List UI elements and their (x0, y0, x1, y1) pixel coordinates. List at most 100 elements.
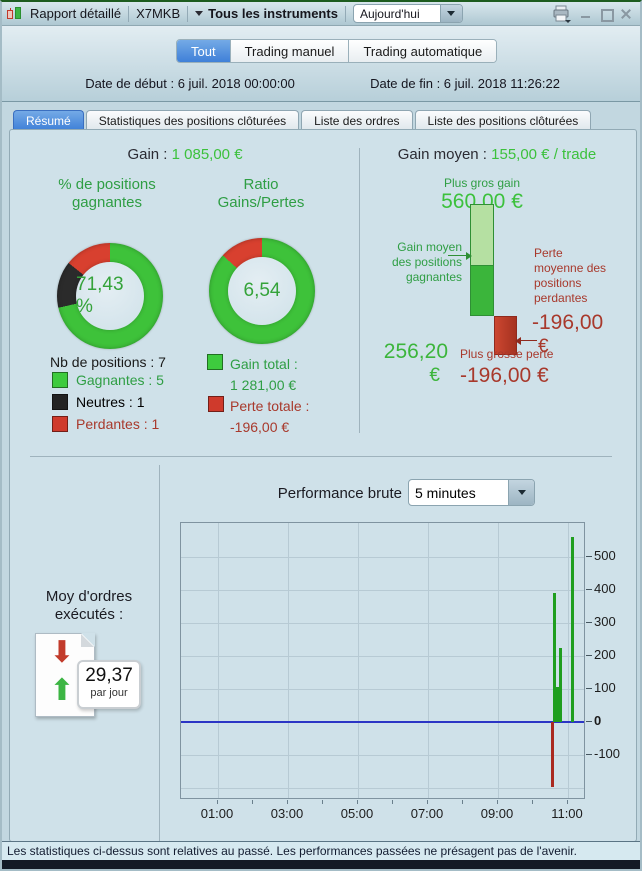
dropdown-arrow-button[interactable] (508, 480, 534, 505)
orders-card: ⬇ ⬆ (35, 633, 95, 717)
disclaimer-bar: Les statistiques ci-dessus sont relative… (2, 841, 640, 860)
gain-value: 1 085,00 € (171, 146, 243, 163)
horizontal-divider (30, 456, 612, 457)
biggest-loss-arrowhead-icon (515, 337, 521, 345)
ratio-title: Ratio Gains/Pertes (217, 176, 305, 211)
avg-win-arrowhead-icon (466, 252, 472, 260)
main-area: Résumé Statistiques des positions clôtur… (2, 102, 640, 845)
avg-win-arrow-icon (448, 255, 468, 256)
ratio-value: 6,54 (228, 257, 296, 325)
biggest-gain-value: 560,00 € (441, 190, 523, 213)
average-gain-line: Gain moyen : 155,00 € / trade (364, 146, 630, 163)
loss-bar (494, 316, 517, 356)
orders-average-value: 29,37 (85, 665, 133, 686)
legend-label: Neutres : 1 (76, 394, 145, 410)
orders-average-badge: 29,37 par jour (77, 660, 141, 709)
biggest-loss-label: Plus grosse perte (460, 347, 554, 361)
summary-panel: Gain : 1 085,00 € % de positions gagnant… (9, 129, 637, 842)
page-fold-icon (81, 633, 95, 647)
interval-dropdown-value: 5 minutes (415, 484, 476, 501)
report-header: Tout Trading manuel Trading automatique … (2, 26, 640, 102)
caret-down-icon (517, 490, 526, 495)
performance-bar-chart (180, 522, 585, 799)
candlestick-logo-icon (6, 5, 23, 23)
average-gain-value: 155,00 € / trade (491, 146, 597, 163)
winning-positions-donut-chart: 71,43 % (57, 243, 163, 349)
minimize-button[interactable] (580, 8, 592, 20)
loss-total-value: -196,00 € (230, 419, 290, 435)
dropdown-arrow-button[interactable] (439, 5, 462, 22)
vertical-divider (159, 465, 160, 841)
bottom-status-bar (2, 860, 640, 869)
period-dropdown-value: Aujourd'hui (359, 6, 420, 21)
instruments-selector[interactable]: Tous les instruments (195, 6, 338, 21)
caret-down-icon (447, 11, 456, 16)
loss-total-label: Perte totale : (230, 398, 310, 414)
gain-total-item: Gain total : 1 281,00 € (230, 354, 298, 396)
gain-total-line: Gain : 1 085,00 € (10, 146, 360, 163)
sell-arrow-icon: ⬇ (49, 635, 75, 670)
vertical-divider (359, 148, 360, 433)
titlebar: Rapport détaillé X7MKB Tous les instrume… (2, 2, 640, 26)
average-gain-label: Gain moyen : (397, 146, 487, 163)
print-button[interactable] (552, 5, 572, 23)
avg-win-label: Gain moyen des positions gagnantes (391, 240, 462, 284)
gain-total-value: 1 281,00 € (230, 377, 297, 393)
tab-stats-positions[interactable]: Statistiques des positions clôturées (85, 110, 300, 130)
avg-win-value: 256,20 (383, 340, 448, 363)
gain-bar (470, 204, 494, 316)
maximize-button[interactable] (600, 8, 614, 22)
legend-swatch-green (52, 372, 68, 388)
gain-bar-upper (471, 205, 493, 266)
divider (344, 5, 346, 22)
orders-average-label: Moy d'ordres exécutés : (45, 588, 133, 623)
positions-count-label: Nb de positions : 7 (50, 354, 166, 370)
red-candle-icon (7, 7, 13, 19)
interval-dropdown[interactable]: 5 minutes (408, 479, 535, 506)
legend-item-perdantes: Perdantes : 1 (52, 416, 159, 432)
tab-liste-positions[interactable]: Liste des positions clôturées (414, 110, 592, 130)
legend-item-gagnantes: Gagnantes : 5 (52, 372, 164, 388)
period-dropdown[interactable]: Aujourd'hui (352, 4, 463, 23)
mode-tab-tout[interactable]: Tout (177, 40, 231, 62)
winning-pct-value: 71,43 % (76, 262, 144, 330)
account-code: X7MKB (136, 6, 181, 21)
tab-resume[interactable]: Résumé (13, 110, 84, 130)
legend-swatch-perte-totale (208, 396, 224, 412)
gain-loss-ratio-donut-chart: 6,54 (209, 238, 315, 344)
caret-down-icon (195, 11, 204, 16)
window-title: Rapport détaillé (30, 6, 122, 21)
avg-win-currency: € (429, 365, 440, 386)
date-start-label: Date de début : 6 juil. 2018 00:00:00 (85, 76, 295, 91)
tab-liste-ordres[interactable]: Liste des ordres (301, 110, 413, 130)
winning-pct-title: % de positions gagnantes (58, 176, 156, 211)
legend-swatch-black (52, 394, 68, 410)
divider (187, 5, 189, 22)
mode-tab-trading-automatique[interactable]: Trading automatique (349, 40, 497, 62)
legend-item-neutres: Neutres : 1 (52, 394, 144, 410)
close-button[interactable] (620, 8, 632, 20)
biggest-loss-value: -196,00 € (460, 364, 549, 387)
divider (128, 5, 130, 22)
date-end-label: Date de fin : 6 juil. 2018 11:26:22 (370, 76, 560, 91)
legend-label: Gagnantes : 5 (76, 372, 164, 388)
gain-label: Gain : (127, 146, 168, 163)
buy-arrow-icon: ⬆ (49, 673, 75, 708)
biggest-gain-label: Plus gros gain (443, 176, 521, 190)
mode-tab-trading-manuel[interactable]: Trading manuel (230, 40, 350, 62)
avg-loss-label: Perte moyenne des positions perdantes (534, 246, 607, 305)
green-candle-icon (15, 5, 21, 22)
biggest-loss-arrow-icon (521, 340, 537, 341)
mode-switcher: Tout Trading manuel Trading automatique (176, 39, 498, 63)
avg-loss-currency: € (538, 336, 549, 357)
instruments-label: Tous les instruments (208, 6, 338, 21)
legend-swatch-red (52, 416, 68, 432)
avg-loss-value: -196,00 (532, 311, 604, 334)
gain-total-label: Gain total : (230, 356, 298, 372)
legend-swatch-gain-total (207, 354, 223, 370)
report-tabs: Résumé Statistiques des positions clôtur… (13, 110, 592, 130)
loss-total-item: Perte totale : -196,00 € (230, 396, 309, 438)
gain-waterfall-chart: Plus gros gain 560,00 € Gain moyen des p… (382, 168, 634, 408)
performance-title: Performance brute (277, 485, 402, 502)
